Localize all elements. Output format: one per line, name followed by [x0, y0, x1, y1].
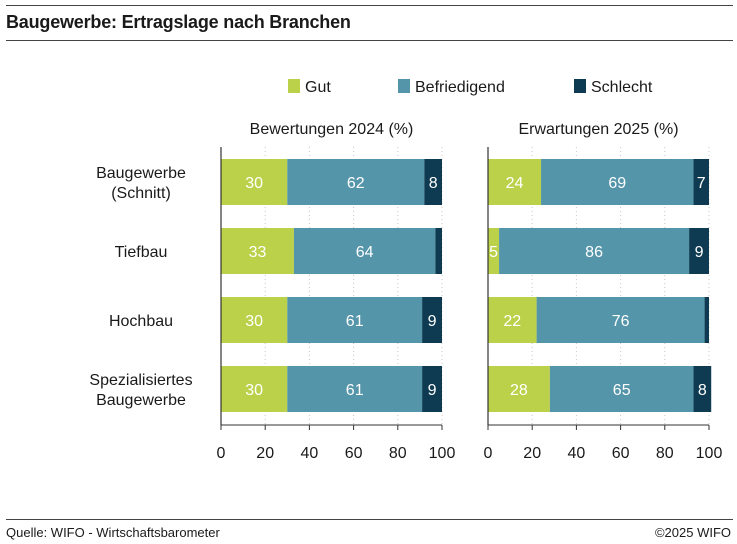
bar-segment-gut — [221, 159, 288, 205]
legend-label-schlecht: Schlecht — [591, 79, 653, 96]
bar-segment-befriedigend — [536, 297, 705, 343]
bar-segment-befriedigend — [287, 297, 423, 343]
bar-segment-gut — [221, 297, 288, 343]
x-tick-label: 100 — [696, 445, 723, 462]
x-tick-label: 20 — [256, 445, 274, 462]
bar-segment-gut — [488, 228, 500, 274]
data-label: 69 — [608, 175, 626, 192]
category-label: Baugewerbe — [96, 392, 186, 409]
data-label: 22 — [503, 313, 521, 330]
data-label: 7 — [697, 175, 706, 192]
x-tick-label: 0 — [217, 445, 226, 462]
bar-segment-gut — [488, 297, 537, 343]
data-label: 62 — [347, 175, 365, 192]
x-tick-label: 20 — [523, 445, 541, 462]
category-label: (Schnitt) — [111, 185, 171, 202]
legend-swatch-befriedigend — [398, 79, 410, 93]
bar-segment-befriedigend — [287, 159, 425, 205]
data-label: 9 — [428, 382, 437, 399]
data-label: 5 — [489, 244, 498, 261]
x-tick-label: 80 — [656, 445, 674, 462]
bar-segment-befriedigend — [287, 366, 423, 412]
bar-segment-schlecht — [693, 366, 712, 412]
legend-swatch-gut — [288, 79, 300, 93]
data-label: 30 — [245, 382, 263, 399]
data-label: 61 — [346, 313, 364, 330]
x-tick-label: 100 — [429, 445, 456, 462]
category-label: Spezialisiertes — [89, 372, 192, 389]
top-rule — [6, 5, 733, 6]
bar-segment-gut — [221, 228, 294, 274]
title-rule — [6, 40, 733, 41]
data-label: 8 — [429, 175, 438, 192]
bar-segment-gut — [488, 366, 550, 412]
bar-segment-gut — [488, 159, 542, 205]
x-tick-label: 80 — [389, 445, 407, 462]
data-label: 86 — [585, 244, 603, 261]
bar-segment-schlecht — [689, 228, 709, 274]
data-label: 30 — [245, 175, 263, 192]
bar-segment-schlecht — [424, 159, 442, 205]
data-label: 76 — [612, 313, 630, 330]
category-label: Hochbau — [109, 313, 173, 330]
x-tick-label: 0 — [484, 445, 493, 462]
bar-segment-befriedigend — [541, 159, 694, 205]
data-label: 30 — [245, 313, 263, 330]
data-label: 24 — [506, 175, 524, 192]
chart-title: Baugewerbe: Ertragslage nach Branchen — [6, 12, 351, 32]
copyright-note: ©2025 WIFO — [654, 525, 731, 540]
category-label: Tiefbau — [115, 244, 168, 261]
source-note: Quelle: WIFO - Wirtschaftsbarometer — [6, 525, 220, 540]
panel-title: Erwartungen 2025 (%) — [518, 121, 678, 138]
bar-segment-schlecht — [693, 159, 709, 205]
footer-rule — [6, 519, 733, 520]
legend-swatch-schlecht — [574, 79, 586, 93]
data-label: 9 — [695, 244, 704, 261]
x-tick-label: 40 — [568, 445, 586, 462]
bar-segment-schlecht — [435, 228, 442, 274]
bar-segment-gut — [221, 366, 288, 412]
data-label: 64 — [356, 244, 374, 261]
x-tick-label: 40 — [301, 445, 319, 462]
bar-segment-schlecht — [422, 297, 442, 343]
category-label: Baugewerbe — [96, 165, 186, 182]
data-label: 9 — [428, 313, 437, 330]
data-label: 65 — [613, 382, 631, 399]
panel-title: Bewertungen 2024 (%) — [250, 121, 414, 138]
data-label: 28 — [510, 382, 528, 399]
legend-label-befriedigend: Befriedigend — [415, 79, 505, 96]
data-label: 8 — [698, 382, 707, 399]
x-tick-label: 60 — [345, 445, 363, 462]
bar-segment-schlecht — [704, 297, 709, 343]
data-label: 33 — [249, 244, 267, 261]
legend-label-gut: Gut — [305, 79, 331, 96]
bar-segment-befriedigend — [549, 366, 694, 412]
x-tick-label: 60 — [612, 445, 630, 462]
data-label: 61 — [346, 382, 364, 399]
bar-segment-befriedigend — [293, 228, 436, 274]
bar-segment-befriedigend — [499, 228, 690, 274]
bar-segment-schlecht — [422, 366, 442, 412]
